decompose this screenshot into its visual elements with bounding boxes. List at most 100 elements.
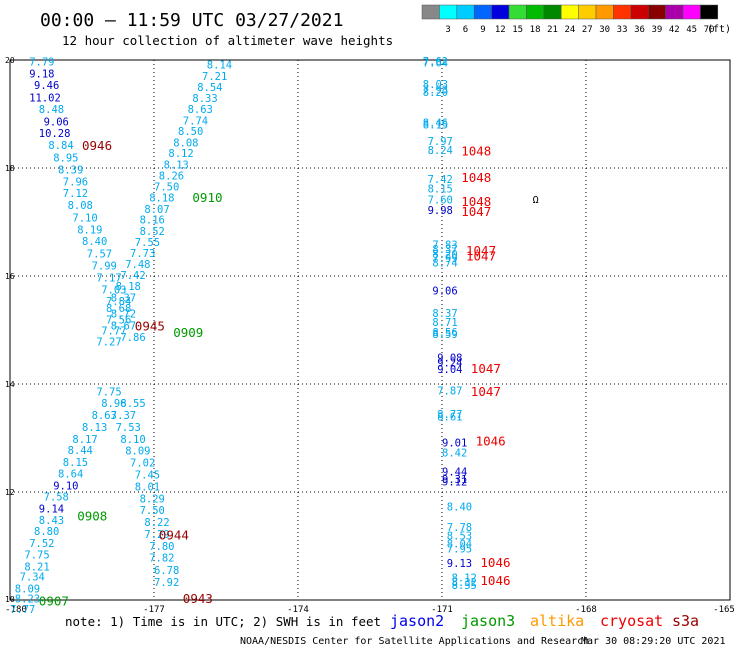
location-marker-icon: Ω <box>533 195 539 206</box>
wave-height-value: 8.07 <box>144 204 169 216</box>
wave-height-value: 9.98 <box>428 205 453 217</box>
wave-height-value: 8.18 <box>116 281 141 293</box>
wave-height-value: 9.14 <box>39 504 64 516</box>
wave-height-value: 8.63 <box>92 410 117 422</box>
wave-height-value: 11.02 <box>29 93 61 105</box>
color-scale-legend: 3 6 9 12 15 18 21 24 27 30 33 36 39 42 45 70 <box>421 4 719 35</box>
pass-time-label: 0944 <box>159 528 189 543</box>
wave-height-value: 8.39 <box>58 164 83 176</box>
wave-height-value: 9.24 <box>437 358 462 370</box>
wave-height-value: 7.78 <box>447 522 472 534</box>
wave-height-value: 10.28 <box>39 128 71 140</box>
wave-height-value: 9.08 <box>437 352 462 364</box>
wave-height-value: 7.10 <box>72 212 97 224</box>
color-scale-swatch <box>543 4 562 20</box>
wave-height-value: 8.71 <box>432 317 457 329</box>
satellite-legend: jason2 jason3 altika cryosat s3a <box>390 612 699 630</box>
wave-height-value: 8.16 <box>140 215 165 227</box>
wave-height-value: 8.12 <box>452 573 477 585</box>
wave-height-value: 7.82 <box>149 553 174 565</box>
wave-height-value: 9.44 <box>442 466 467 478</box>
wave-height-value: 7.34 <box>20 572 45 584</box>
wave-height-value: 8.55 <box>120 398 145 410</box>
wave-height-value: 7.57 <box>87 249 112 261</box>
wave-height-value: 7.21 <box>202 71 227 83</box>
wave-height-value: 7.55 <box>135 237 160 249</box>
color-scale-swatch <box>473 4 492 20</box>
wave-height-value: 7.42 <box>428 174 453 186</box>
wave-height-value: 7.29 <box>144 529 169 541</box>
y-tick-label: 10 <box>5 595 15 604</box>
color-scale-swatch <box>595 4 614 20</box>
wave-height-value: 9.04 <box>437 364 462 376</box>
wave-height-value: 8.21 <box>24 561 49 573</box>
color-scale-label: 30 <box>599 25 610 35</box>
pass-time-label: 0908 <box>77 509 107 524</box>
legend-item-jason2: jason2 <box>390 612 444 630</box>
pass-time-label: 1047 <box>471 384 501 399</box>
wave-height-value: 8.10 <box>120 434 145 446</box>
wave-height-value: 8.13 <box>164 160 189 172</box>
wave-height-value: 8.37 <box>432 244 457 256</box>
pass-time-label: 1047 <box>461 204 491 219</box>
color-scale-label: 18 <box>530 25 541 35</box>
wave-height-value: 8.23 <box>15 594 40 606</box>
color-scale-swatch <box>630 4 649 20</box>
wave-height-value: 8.04 <box>447 539 472 551</box>
wave-height-value: 8.96 <box>101 398 126 410</box>
y-tick-label: 18 <box>5 164 15 173</box>
y-tick-label: 12 <box>5 488 15 497</box>
color-scale-label: 15 <box>512 25 523 35</box>
color-scale-label: 36 <box>634 25 645 35</box>
pass-time-label: 1048 <box>461 194 491 209</box>
wave-height-value: 9.06 <box>432 285 457 297</box>
wave-height-value: 8.20 <box>432 249 457 261</box>
color-scale-unit: (ft) <box>707 24 731 35</box>
chart-title: 00:00 – 11:59 UTC 03/27/2021 <box>40 10 343 31</box>
wave-height-value: 8.29 <box>140 493 165 505</box>
wave-height-value: 7.79 <box>29 56 54 68</box>
wave-height-value: 7.96 <box>63 176 88 188</box>
wave-height-value: 8.22 <box>144 517 169 529</box>
wave-height-value: 7.45 <box>135 470 160 482</box>
wave-height-value: 7.93 <box>423 84 448 96</box>
y-tick-label: 20 <box>5 56 15 65</box>
x-tick-label: -171 <box>431 605 453 615</box>
wave-height-value: 8.84 <box>48 140 73 152</box>
wave-height-value: 7.80 <box>149 541 174 553</box>
wave-height-value: 7.95 <box>447 543 472 555</box>
color-scale-swatch <box>439 4 458 20</box>
legend-item-cryosat: cryosat <box>600 612 663 630</box>
wave-height-value: 8.15 <box>63 457 88 469</box>
pass-time-label: 0946 <box>82 138 112 153</box>
wave-height-value: 8.55 <box>452 580 477 592</box>
wave-height-value: 7.17 <box>96 272 121 284</box>
wave-height-value: 8.33 <box>192 93 217 105</box>
pass-time-label: 1048 <box>461 144 491 159</box>
wave-height-value: 7.02 <box>130 458 155 470</box>
x-tick-label: -168 <box>575 605 597 615</box>
wave-height-value: 8.52 <box>140 226 165 238</box>
color-scale-swatch <box>613 4 632 20</box>
pass-time-label: 1047 <box>466 243 496 258</box>
pass-time-label: 0909 <box>173 325 203 340</box>
wave-height-value: 8.50 <box>178 126 203 138</box>
wave-height-value: 8.14 <box>207 60 232 72</box>
wave-height-value: 7.60 <box>428 195 453 207</box>
wave-height-value: 8.32 <box>452 577 477 589</box>
pass-time-label: 1047 <box>466 248 496 263</box>
wave-height-value: 7.53 <box>116 422 141 434</box>
wave-height-value: 9.31 <box>442 474 467 486</box>
wave-height-value: 8.12 <box>168 148 193 160</box>
color-scale-label: 33 <box>617 25 628 35</box>
wave-height-value: 8.09 <box>15 583 40 595</box>
wave-height-value: 8.40 <box>447 501 472 513</box>
wave-height-value: 8.43 <box>39 515 64 527</box>
pass-time-label: 1046 <box>480 555 510 570</box>
wave-height-value: 8.37 <box>111 292 136 304</box>
footer-timestamp: Mar 30 08:29:20 UTC 2021 <box>581 636 726 647</box>
pass-time-label: 1047 <box>471 361 501 376</box>
wave-height-value: 8.03 <box>423 79 448 91</box>
y-tick-label: 14 <box>5 380 15 389</box>
wave-height-value: 8.67 <box>111 320 136 332</box>
